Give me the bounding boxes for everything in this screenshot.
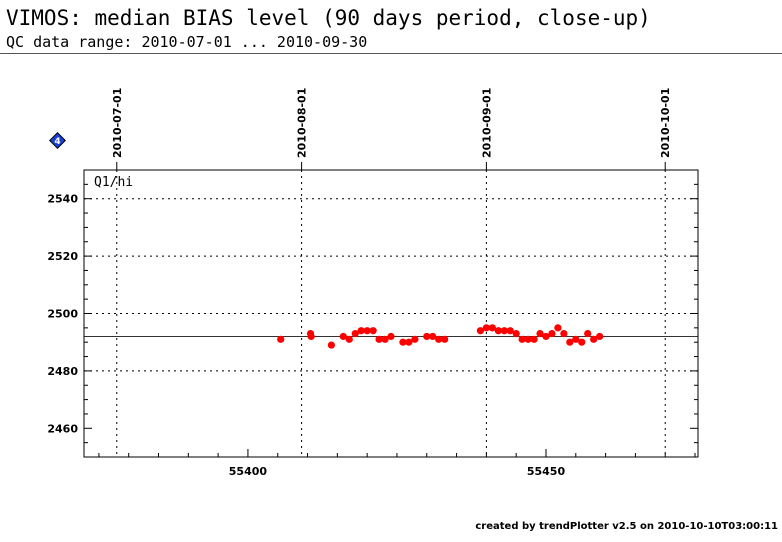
date-labels: 2010-07-01 2010-08-01 2010-09-01 2010-10-01	[111, 88, 672, 158]
data-point	[536, 329, 544, 338]
y-tick-label: 2520	[47, 250, 78, 263]
data-point	[476, 327, 485, 335]
y-tick-label: 2540	[47, 193, 78, 206]
title-divider	[0, 53, 782, 54]
data-point	[572, 335, 580, 343]
footer-credit: created by trendPlotter v2.5 on 2010-10-…	[475, 521, 778, 532]
data-points	[277, 324, 604, 349]
data-point	[345, 335, 353, 343]
data-point	[578, 338, 586, 346]
panel-label: Q1/hi	[94, 175, 133, 190]
page-title: VIMOS: median BIAS level (90 days period…	[6, 6, 651, 30]
data-point	[506, 327, 514, 335]
data-point	[327, 341, 335, 349]
data-point	[530, 335, 538, 343]
x-tick-label: 55400	[229, 465, 268, 478]
tick-labels: 2460 2480 2500 2520 2540 55400 55450	[47, 193, 565, 478]
y-tick-label: 2500	[47, 308, 78, 321]
data-point	[423, 332, 431, 341]
data-point	[307, 332, 315, 341]
data-point	[339, 332, 347, 341]
badge-icon: 4	[49, 132, 66, 149]
data-point	[596, 332, 604, 341]
data-point	[524, 335, 532, 343]
date-tick-label: 2010-09-01	[480, 88, 493, 158]
data-point	[441, 335, 449, 343]
data-point	[488, 324, 496, 332]
x-tick-label: 55450	[527, 465, 566, 478]
date-tick-label: 2010-07-01	[111, 88, 124, 158]
data-point	[482, 324, 490, 332]
data-point	[369, 327, 377, 335]
y-tick-label: 2480	[47, 365, 78, 378]
data-point	[411, 335, 419, 343]
data-point	[518, 335, 526, 343]
badge-diamond	[49, 132, 66, 149]
date-tick-label: 2010-10-01	[659, 88, 672, 158]
data-point	[500, 327, 508, 335]
data-point	[590, 335, 598, 343]
axis-ticks	[84, 162, 698, 458]
data-point	[351, 329, 359, 338]
data-point	[429, 332, 437, 341]
data-point	[494, 327, 502, 335]
data-point	[405, 338, 413, 346]
data-point	[560, 329, 568, 338]
data-point	[277, 335, 285, 343]
data-point	[381, 335, 389, 343]
data-point	[399, 338, 407, 346]
y-tick-label: 2460	[47, 422, 78, 435]
data-point	[554, 324, 562, 332]
badge-label: 4	[54, 137, 60, 147]
data-point	[548, 329, 556, 338]
data-point	[387, 332, 395, 341]
grid-lines	[84, 170, 698, 457]
date-tick-label: 2010-08-01	[296, 88, 309, 158]
page-subtitle: QC data range: 2010-07-01 ... 2010-09-30	[6, 33, 368, 51]
data-point	[542, 332, 550, 341]
data-point	[363, 327, 371, 335]
data-point	[566, 338, 574, 346]
data-point	[357, 327, 365, 335]
data-point	[435, 335, 443, 343]
data-point	[512, 329, 520, 338]
data-point	[584, 329, 592, 338]
data-point	[375, 335, 383, 343]
